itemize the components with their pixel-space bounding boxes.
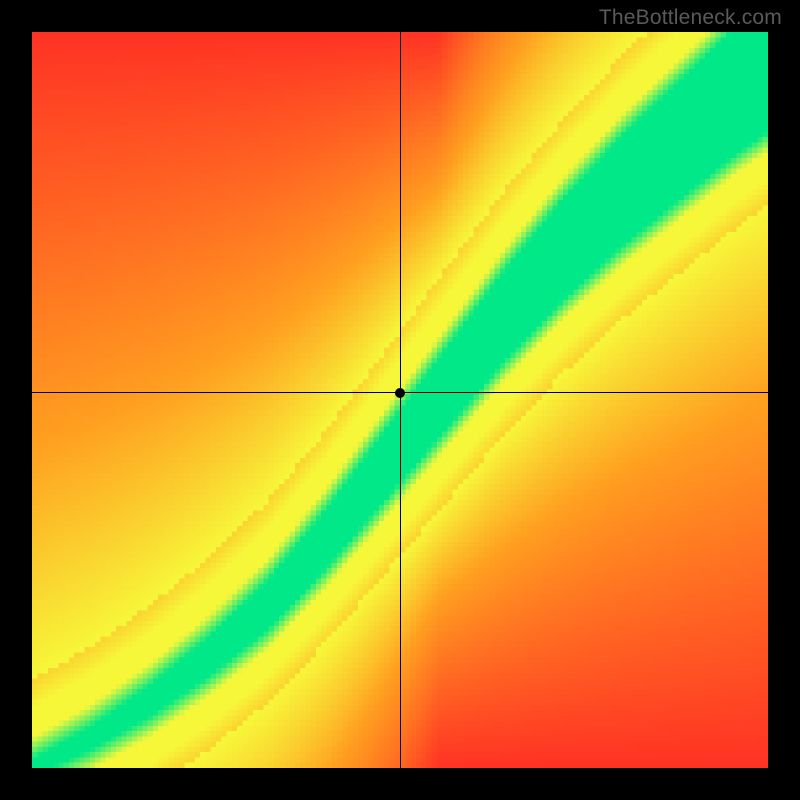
plot-area (32, 32, 768, 768)
chart-container: TheBottleneck.com (0, 0, 800, 800)
crosshair-marker (395, 388, 405, 398)
crosshair-vertical (400, 32, 401, 768)
watermark-text: TheBottleneck.com (599, 6, 782, 30)
